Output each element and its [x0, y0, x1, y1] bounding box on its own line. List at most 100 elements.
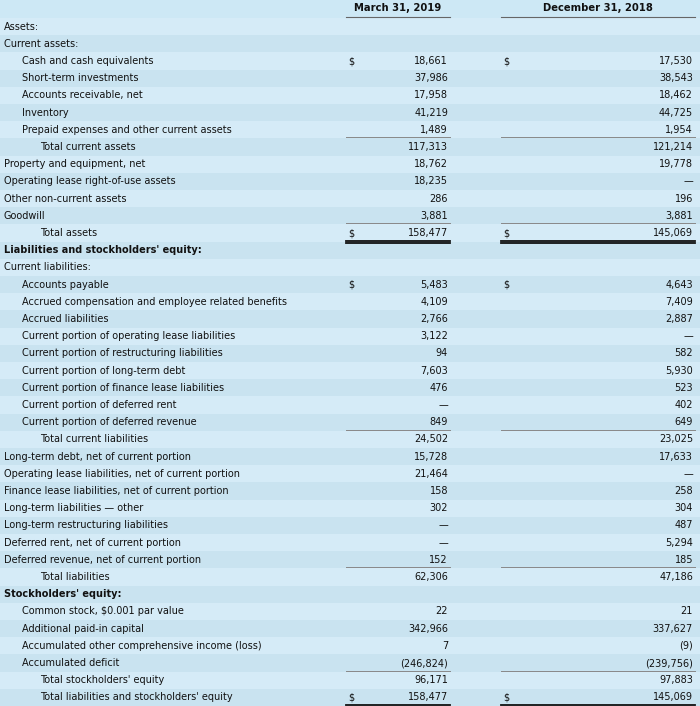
Bar — [0, 155, 700, 173]
Bar — [0, 173, 700, 190]
Text: —: — — [683, 331, 693, 341]
Bar — [0, 638, 700, 654]
Text: 523: 523 — [674, 383, 693, 393]
Text: 47,186: 47,186 — [659, 572, 693, 582]
Text: 302: 302 — [430, 503, 448, 513]
Text: Accounts payable: Accounts payable — [22, 280, 108, 289]
Text: —: — — [438, 400, 448, 410]
Text: 3,881: 3,881 — [421, 211, 448, 221]
Bar — [0, 276, 700, 293]
Text: 62,306: 62,306 — [414, 572, 448, 582]
Text: 21: 21 — [680, 606, 693, 616]
Text: (239,756): (239,756) — [645, 658, 693, 668]
Text: 96,171: 96,171 — [414, 675, 448, 686]
Text: 402: 402 — [675, 400, 693, 410]
Text: $: $ — [348, 56, 354, 66]
Text: Accrued liabilities: Accrued liabilities — [22, 314, 108, 324]
Bar — [0, 448, 700, 465]
Bar — [0, 379, 700, 396]
Text: December 31, 2018: December 31, 2018 — [543, 3, 653, 13]
Text: Assets:: Assets: — [4, 22, 39, 32]
Text: Common stock, $0.001 par value: Common stock, $0.001 par value — [22, 606, 184, 616]
Text: Total current liabilities: Total current liabilities — [40, 434, 148, 444]
Text: Current assets:: Current assets: — [4, 39, 78, 49]
Text: 15,728: 15,728 — [414, 452, 448, 462]
Text: Inventory: Inventory — [22, 107, 69, 118]
Text: 5,930: 5,930 — [665, 366, 693, 376]
Text: Operating lease right-of-use assets: Operating lease right-of-use assets — [4, 176, 176, 186]
Text: —: — — [683, 469, 693, 479]
Text: 196: 196 — [675, 193, 693, 203]
Text: 185: 185 — [675, 555, 693, 565]
Text: Total current assets: Total current assets — [40, 142, 136, 152]
Text: —: — — [438, 537, 448, 548]
Text: —: — — [438, 520, 448, 530]
Bar — [0, 259, 700, 276]
Text: Total liabilities: Total liabilities — [40, 572, 110, 582]
Bar — [0, 70, 700, 87]
Text: $: $ — [503, 228, 509, 238]
Text: Additional paid-in capital: Additional paid-in capital — [22, 623, 144, 633]
Text: 22: 22 — [435, 606, 448, 616]
Text: $: $ — [503, 56, 509, 66]
Bar — [0, 414, 700, 431]
Text: Finance lease liabilities, net of current portion: Finance lease liabilities, net of curren… — [4, 486, 229, 496]
Text: 4,643: 4,643 — [666, 280, 693, 289]
Text: $: $ — [503, 693, 509, 702]
Text: 152: 152 — [429, 555, 448, 565]
Text: Total assets: Total assets — [40, 228, 97, 238]
Text: $: $ — [348, 280, 354, 289]
Bar — [0, 121, 700, 138]
Text: 337,627: 337,627 — [652, 623, 693, 633]
Bar — [0, 482, 700, 500]
Text: Operating lease liabilities, net of current portion: Operating lease liabilities, net of curr… — [4, 469, 240, 479]
Text: 4,109: 4,109 — [421, 297, 448, 307]
Bar — [0, 293, 700, 311]
Bar — [0, 517, 700, 534]
Text: (9): (9) — [679, 641, 693, 651]
Bar — [0, 465, 700, 482]
Text: 7: 7 — [442, 641, 448, 651]
Text: 18,235: 18,235 — [414, 176, 448, 186]
Bar — [0, 396, 700, 414]
Text: 5,294: 5,294 — [665, 537, 693, 548]
Text: 18,661: 18,661 — [414, 56, 448, 66]
Text: Current portion of deferred rent: Current portion of deferred rent — [22, 400, 176, 410]
Bar — [0, 620, 700, 638]
Bar — [0, 431, 700, 448]
Bar — [0, 689, 700, 706]
Text: Stockholders' equity:: Stockholders' equity: — [4, 590, 122, 599]
Text: 18,462: 18,462 — [659, 90, 693, 100]
Text: 17,958: 17,958 — [414, 90, 448, 100]
Text: 649: 649 — [675, 417, 693, 427]
Text: 158,477: 158,477 — [407, 228, 448, 238]
Text: Accrued compensation and employee related benefits: Accrued compensation and employee relate… — [22, 297, 287, 307]
Text: 37,986: 37,986 — [414, 73, 448, 83]
Bar — [0, 52, 700, 70]
Bar — [0, 603, 700, 620]
Bar — [0, 35, 700, 52]
Text: 145,069: 145,069 — [653, 228, 693, 238]
Text: 849: 849 — [430, 417, 448, 427]
Text: Long-term liabilities — other: Long-term liabilities — other — [4, 503, 143, 513]
Text: 158: 158 — [430, 486, 448, 496]
Bar — [0, 345, 700, 362]
Text: 17,633: 17,633 — [659, 452, 693, 462]
Text: 41,219: 41,219 — [414, 107, 448, 118]
Text: 7,603: 7,603 — [420, 366, 448, 376]
Text: Deferred rent, net of current portion: Deferred rent, net of current portion — [4, 537, 181, 548]
Text: 145,069: 145,069 — [653, 693, 693, 702]
Text: $: $ — [348, 693, 354, 702]
Text: Cash and cash equivalents: Cash and cash equivalents — [22, 56, 153, 66]
Bar — [0, 654, 700, 671]
Text: Other non-current assets: Other non-current assets — [4, 193, 127, 203]
Text: Long-term debt, net of current portion: Long-term debt, net of current portion — [4, 452, 191, 462]
Text: Current portion of long-term debt: Current portion of long-term debt — [22, 366, 186, 376]
Text: Liabilities and stockholders' equity:: Liabilities and stockholders' equity: — [4, 245, 202, 255]
Bar — [0, 568, 700, 585]
Text: Prepaid expenses and other current assets: Prepaid expenses and other current asset… — [22, 125, 232, 135]
Bar — [0, 671, 700, 689]
Text: Accounts receivable, net: Accounts receivable, net — [22, 90, 143, 100]
Text: 117,313: 117,313 — [408, 142, 448, 152]
Text: Goodwill: Goodwill — [4, 211, 46, 221]
